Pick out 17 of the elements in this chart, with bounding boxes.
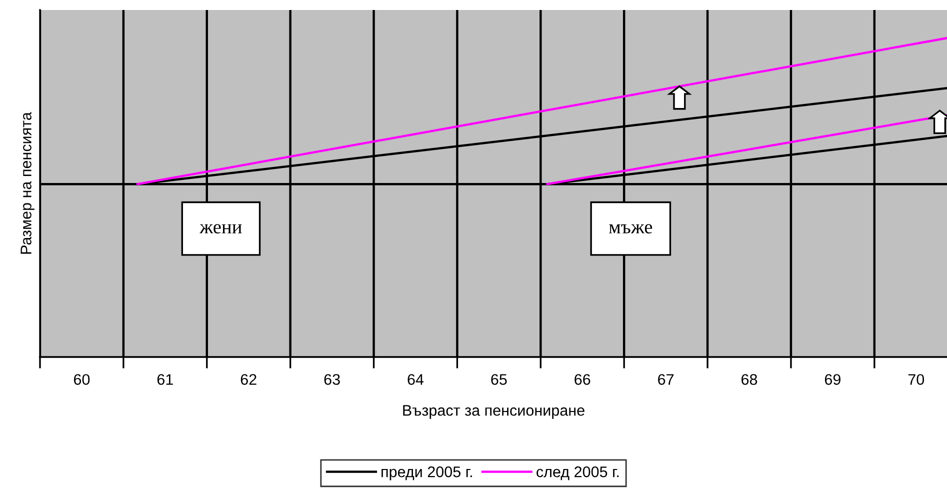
x-tick-label: 62	[240, 374, 256, 385]
y-axis-title: Размер на пенсията	[20, 112, 34, 254]
x-tick-label: 68	[742, 374, 758, 385]
legend-label: след 2005 г.	[536, 466, 619, 480]
x-tick-label: 65	[491, 374, 507, 385]
annotation: мъже	[609, 224, 652, 234]
x-tick-label: 61	[157, 374, 173, 385]
x-tick-label: 60	[74, 374, 90, 385]
x-tick-label: 64	[408, 374, 424, 385]
x-tick-label: 67	[658, 374, 674, 385]
x-tick-label: 63	[324, 374, 340, 385]
legend-label: преди 2005 г.	[382, 466, 472, 480]
x-tick-label: 66	[574, 374, 590, 385]
x-axis-title: Възраст за пенсиониране	[403, 405, 584, 419]
annotation: жени	[200, 224, 242, 234]
x-tick-label: 69	[824, 374, 840, 385]
x-tick-label: 70	[908, 374, 924, 385]
